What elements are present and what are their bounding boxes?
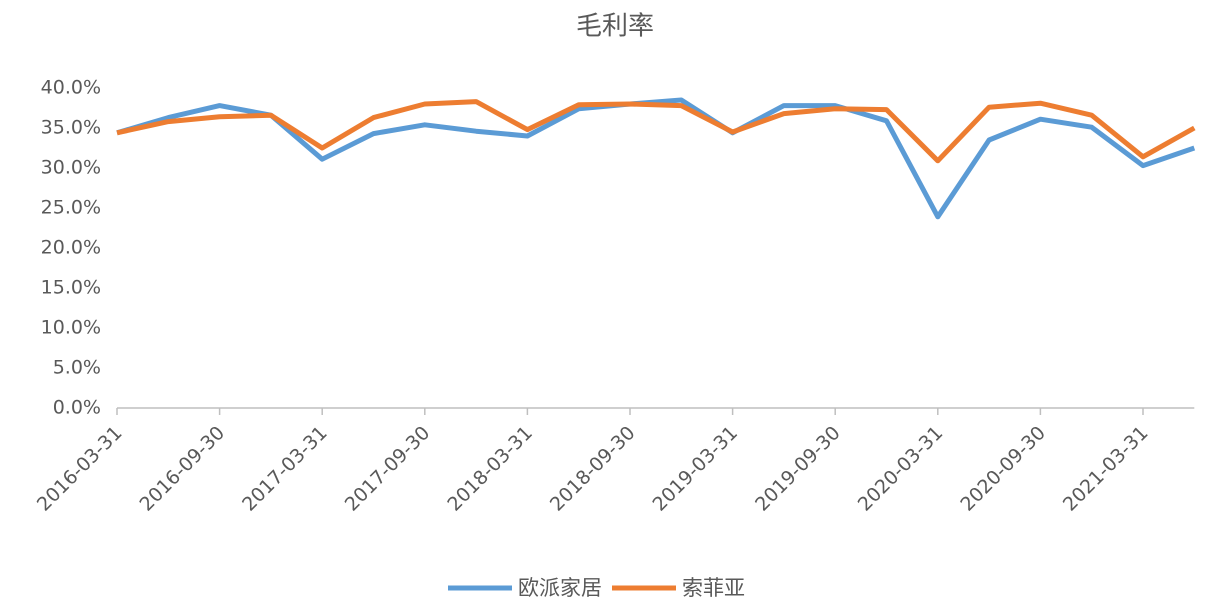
- y-tick-label: 15.0%: [41, 277, 101, 299]
- y-tick-label: 20.0%: [41, 237, 101, 259]
- x-tick-label: 2016-03-31: [33, 422, 127, 516]
- x-tick-label: 2019-09-30: [751, 422, 845, 516]
- legend: 欧派家居 索菲亚: [448, 576, 745, 600]
- line-series: [116, 99, 1196, 164]
- line-series: [116, 97, 1196, 220]
- legend-label: 索菲亚: [682, 576, 745, 600]
- y-tick-label: 5.0%: [53, 357, 101, 379]
- y-tick-label: 40.0%: [41, 77, 101, 99]
- x-tick-label: 2018-09-30: [546, 422, 640, 516]
- y-tick-label: 35.0%: [41, 117, 101, 139]
- x-tick-label: 2017-03-31: [238, 422, 332, 516]
- y-tick-label: 25.0%: [41, 197, 101, 219]
- x-tick-label: 2021-03-31: [1059, 422, 1153, 516]
- x-tick-label: 2018-03-31: [443, 422, 537, 516]
- x-tick-label: 2019-03-31: [648, 422, 742, 516]
- x-tick-label: 2020-09-30: [956, 422, 1050, 516]
- x-tick-label: 2016-09-30: [135, 422, 229, 516]
- x-tick-label: 2020-03-31: [854, 422, 948, 516]
- y-tick-label: 30.0%: [41, 157, 101, 179]
- y-tick-label: 10.0%: [41, 317, 101, 339]
- y-tick-label: 0.0%: [53, 397, 101, 419]
- x-tick-label: 2017-09-30: [341, 422, 435, 516]
- chart-title: 毛利率: [576, 12, 654, 42]
- legend-label: 欧派家居: [518, 576, 602, 600]
